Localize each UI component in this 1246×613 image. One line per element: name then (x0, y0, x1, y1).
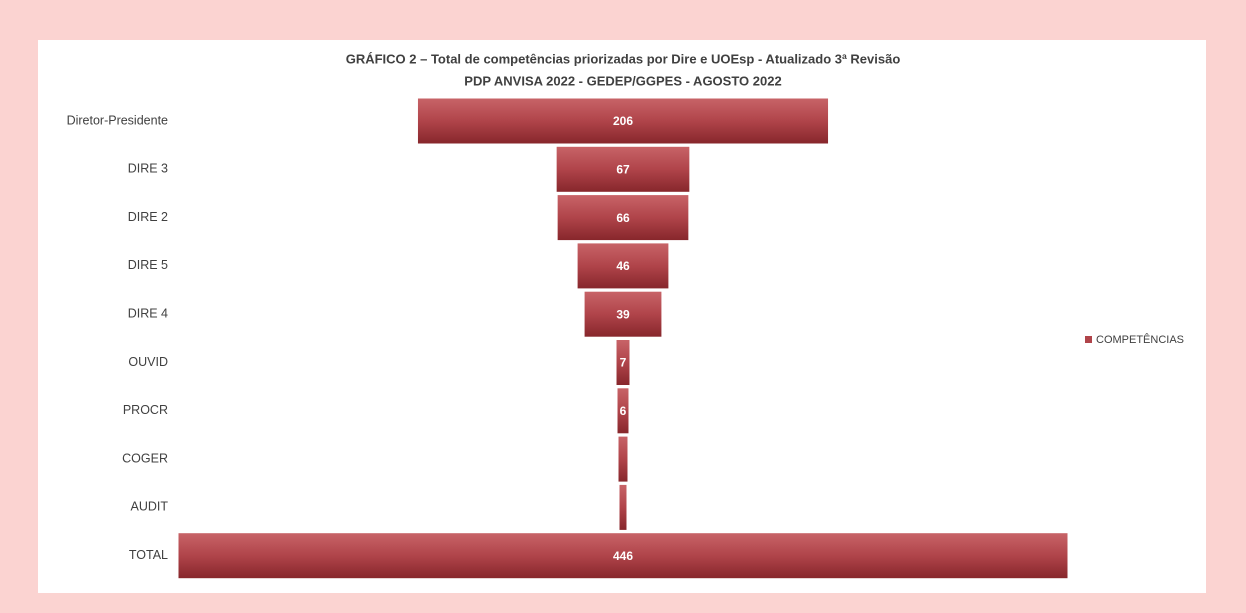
data-label: 67 (616, 162, 630, 176)
legend-swatch (1085, 336, 1092, 343)
data-label: 66 (616, 211, 630, 225)
category-label: COGER (122, 451, 168, 465)
category-label: DIRE 3 (128, 162, 168, 176)
funnel-bar (616, 387, 630, 435)
chart-subtitle: PDP ANVISA 2022 - GEDEP/GGPES - AGOSTO 2… (464, 73, 781, 88)
funnel-bar (555, 145, 691, 193)
funnel-bar (617, 435, 629, 483)
funnel-bar (177, 532, 1069, 580)
funnel-bar (583, 290, 663, 338)
data-label: 206 (613, 114, 633, 128)
data-label: 46 (616, 259, 630, 273)
category-label: DIRE 5 (128, 258, 168, 272)
data-label: 6 (620, 404, 627, 418)
data-label: 7 (620, 356, 627, 370)
data-label: 39 (616, 307, 630, 321)
data-label: 446 (613, 549, 633, 563)
category-label: PROCR (123, 403, 168, 417)
funnel-bar (615, 339, 631, 386)
category-label: OUVID (128, 355, 168, 369)
chart-title: GRÁFICO 2 – Total de competências priori… (346, 51, 901, 66)
category-label: AUDIT (131, 500, 169, 514)
category-label: DIRE 4 (128, 306, 168, 320)
legend-label: COMPETÊNCIAS (1096, 333, 1184, 346)
funnel-bar (416, 97, 830, 145)
funnel-bar (618, 483, 628, 531)
category-label: TOTAL (129, 548, 168, 562)
funnel-bar (576, 242, 670, 290)
category-label: Diretor-Presidente (67, 113, 168, 127)
funnel-bar (556, 194, 690, 242)
category-label: DIRE 2 (128, 210, 168, 224)
